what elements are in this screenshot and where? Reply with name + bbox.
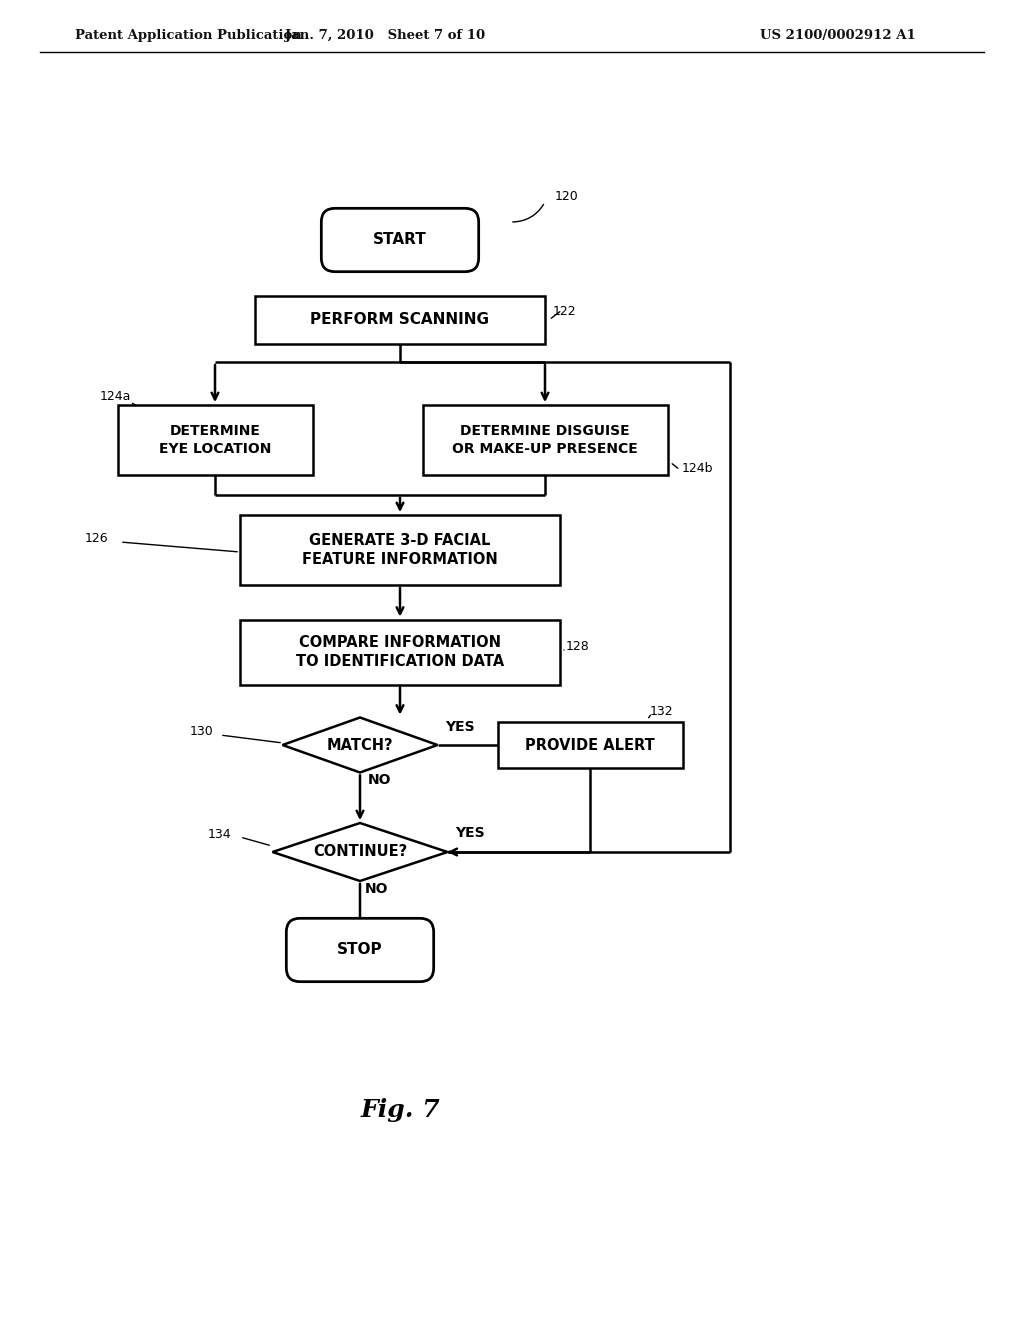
- Text: START: START: [373, 232, 427, 248]
- Text: 126: 126: [85, 532, 109, 545]
- Text: US 2100/0002912 A1: US 2100/0002912 A1: [760, 29, 915, 41]
- Bar: [240, 515, 560, 585]
- Text: PERFORM SCANNING: PERFORM SCANNING: [310, 313, 489, 327]
- FancyBboxPatch shape: [287, 919, 434, 982]
- Text: STOP: STOP: [337, 942, 383, 957]
- Text: 122: 122: [553, 305, 577, 318]
- Text: Patent Application Publication: Patent Application Publication: [75, 29, 302, 41]
- Text: COMPARE INFORMATION
TO IDENTIFICATION DATA: COMPARE INFORMATION TO IDENTIFICATION DA…: [296, 635, 504, 669]
- Text: 120: 120: [555, 190, 579, 203]
- Text: CONTINUE?: CONTINUE?: [313, 845, 408, 859]
- Text: 132: 132: [650, 705, 674, 718]
- Text: GENERATE 3-D FACIAL
FEATURE INFORMATION: GENERATE 3-D FACIAL FEATURE INFORMATION: [302, 533, 498, 566]
- Polygon shape: [272, 822, 447, 880]
- Bar: [423, 405, 668, 475]
- Polygon shape: [283, 718, 437, 772]
- Text: NO: NO: [368, 774, 391, 788]
- Bar: [240, 619, 560, 685]
- Text: YES: YES: [456, 826, 485, 840]
- Text: 128: 128: [566, 640, 590, 653]
- Text: Jan. 7, 2010   Sheet 7 of 10: Jan. 7, 2010 Sheet 7 of 10: [285, 29, 485, 41]
- Bar: [498, 722, 683, 768]
- Text: DETERMINE
EYE LOCATION: DETERMINE EYE LOCATION: [159, 424, 271, 455]
- Text: PROVIDE ALERT: PROVIDE ALERT: [525, 738, 655, 752]
- Text: 130: 130: [190, 725, 214, 738]
- Text: 134: 134: [208, 828, 231, 841]
- Text: YES: YES: [445, 719, 475, 734]
- Text: NO: NO: [365, 882, 388, 896]
- FancyBboxPatch shape: [322, 209, 478, 272]
- Text: 124a: 124a: [100, 389, 131, 403]
- Text: DETERMINE DISGUISE
OR MAKE-UP PRESENCE: DETERMINE DISGUISE OR MAKE-UP PRESENCE: [453, 424, 638, 455]
- Text: 124b: 124b: [682, 462, 714, 475]
- Text: Fig. 7: Fig. 7: [360, 1098, 440, 1122]
- Bar: [255, 296, 545, 345]
- Text: MATCH?: MATCH?: [327, 738, 393, 752]
- Bar: [118, 405, 312, 475]
